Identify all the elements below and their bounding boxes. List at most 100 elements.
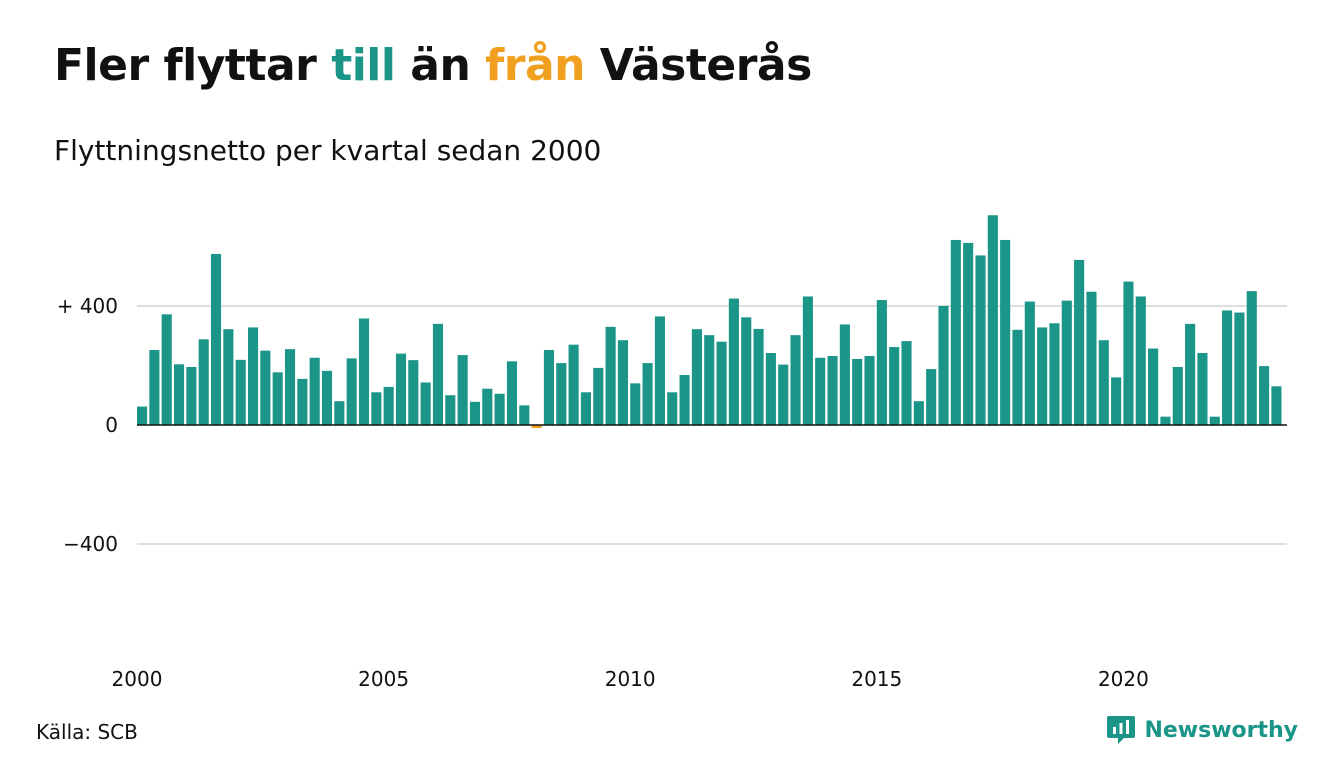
bar [926,369,937,425]
bar [482,388,493,425]
bar [1111,377,1122,425]
bar [1209,416,1220,425]
bar [420,382,431,425]
x-tick-label: 2020 [1098,667,1149,691]
bar [235,359,246,425]
bar [223,329,234,425]
bar [469,401,481,425]
newsworthy-logo-icon [1107,716,1136,744]
y-tick-label: + 400 [57,294,118,318]
bar [408,360,419,425]
bar [1160,416,1171,425]
bar [1148,348,1159,425]
bar [864,355,875,425]
bar [506,361,518,425]
chart-subtitle: Flyttningsnetto per kvartal sedan 2000 [54,134,602,167]
y-tick-label: 0 [105,413,118,437]
bar [432,323,444,425]
bar [1000,239,1011,425]
bar [1049,323,1060,425]
bar [1234,312,1245,425]
bar [210,253,222,425]
bar [839,324,850,425]
bar [383,386,394,425]
bar [963,242,974,425]
bar [1037,327,1048,425]
bar [765,353,776,425]
x-tick-label: 2005 [358,667,409,691]
bar [1098,340,1109,425]
bar [679,375,690,425]
bar [272,372,283,425]
bar [901,341,912,425]
bar [728,298,739,425]
x-axis-ticks: 2000 2005 2010 2015 2020 [112,667,1149,691]
bar [346,358,357,425]
bar [827,355,838,425]
bar [173,364,185,425]
bar [876,300,887,425]
brand-logo: Newsworthy [1106,714,1298,746]
bar [494,393,505,425]
bar [284,349,296,425]
bar [186,366,197,425]
bar [667,392,678,425]
bar [950,239,961,425]
bar [1123,281,1134,425]
bar [519,405,530,425]
bar [395,353,407,425]
bar [568,344,579,425]
bar [741,317,752,425]
bar [531,425,542,428]
title-word-fran: från [485,40,585,91]
bars-layer [137,215,1282,428]
bar [358,318,370,425]
y-axis-ticks: + 400 0 −400 [57,294,118,556]
bar [1074,259,1085,425]
bar [617,340,628,425]
bar [753,328,764,425]
bar [716,341,727,425]
bar [371,392,382,425]
bar [987,215,998,425]
bar [445,395,456,425]
bar [1172,366,1183,425]
bar [309,357,320,425]
bar [198,339,209,425]
title-part-3: Västerås [584,40,812,91]
bar [778,364,789,425]
bar [247,327,259,425]
source-label: Källa: SCB [36,720,138,744]
chart-title: Fler flyttar till än från Västerås [54,40,812,91]
bar [1012,329,1023,425]
bar [1271,386,1282,425]
bar [1197,353,1208,425]
bar [802,296,813,425]
bar [1135,296,1146,425]
x-tick-label: 2000 [112,667,163,691]
brand-name: Newsworthy [1144,717,1298,743]
x-tick-label: 2015 [851,667,902,691]
title-part-2: än [395,40,486,91]
bar [605,326,616,425]
x-tick-label: 2010 [605,667,656,691]
title-word-till: till [331,40,396,91]
bar [1024,301,1035,425]
bar [457,355,468,425]
bar [580,392,591,425]
bar [260,350,271,426]
bar [975,255,986,425]
bar [642,363,653,425]
bar [889,347,900,425]
bar [1185,323,1196,425]
bar [1086,291,1097,425]
bar [1061,300,1072,425]
bar [543,350,554,425]
title-part-1: Fler flyttar [54,40,332,91]
bar [556,363,567,425]
bar [161,314,172,425]
bar [815,357,826,425]
bar [1222,310,1233,425]
bar [630,383,641,425]
bar [297,378,308,425]
